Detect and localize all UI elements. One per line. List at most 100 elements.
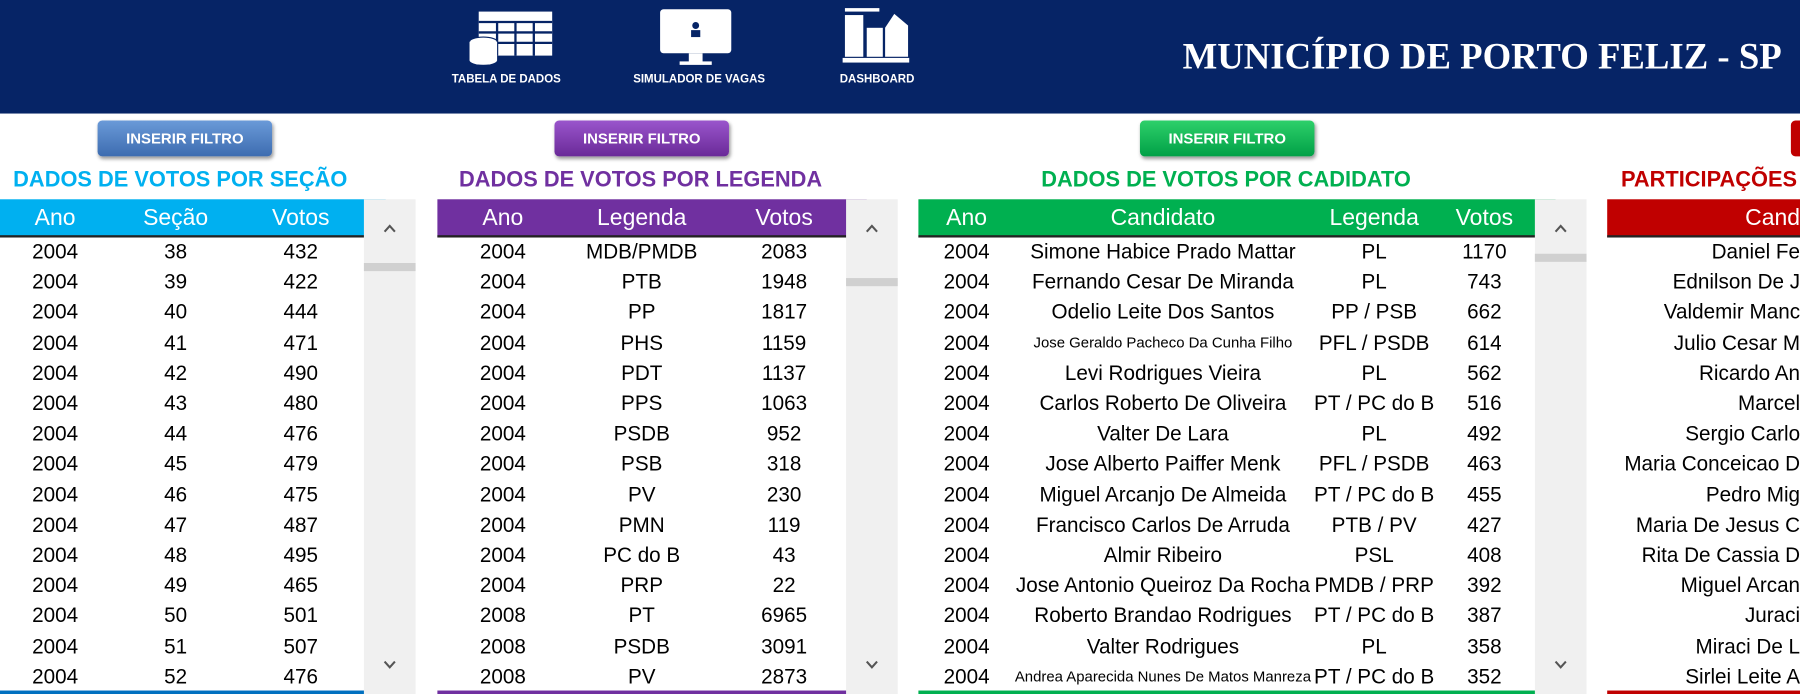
table-cell: 432 xyxy=(283,239,319,264)
table-cell: 392 xyxy=(1467,573,1502,597)
table-cell: 2004 xyxy=(32,452,79,476)
table-cell: PP / PSB xyxy=(1331,300,1418,324)
table-cell: 2004 xyxy=(943,361,990,385)
header-row xyxy=(918,199,1556,238)
table-cell: 2004 xyxy=(479,330,526,355)
table-cell: 2004 xyxy=(479,482,526,506)
table-cell: 2004 xyxy=(32,391,79,415)
page-title: MUNICÍPIO DE PORTO FELIZ - SP xyxy=(1182,34,1782,77)
table-cell: 1063 xyxy=(761,391,808,415)
table-cell: 2004 xyxy=(32,270,79,294)
table-cell: 516 xyxy=(1467,391,1502,415)
table-cell: Ednilson De J xyxy=(1672,270,1800,294)
scroll-arrows[interactable] xyxy=(846,199,898,694)
column-header: Legenda xyxy=(1329,205,1419,231)
table-cell: 42 xyxy=(164,361,188,385)
table-cell: Jose Antonio Queiroz Da Rocha xyxy=(1015,573,1310,597)
table-cell: 352 xyxy=(1467,664,1502,688)
table-cell: Daniel Fe xyxy=(1711,239,1800,264)
table-cell: Miguel Arcanjo De Almeida xyxy=(1039,482,1287,506)
nav-label[interactable]: TABELA DE DADOS xyxy=(451,72,561,86)
table-cell: 2004 xyxy=(943,239,990,264)
table-cell: 2004 xyxy=(943,452,990,476)
table-cell: 2004 xyxy=(32,513,79,537)
table-cell: Valdemir Manc xyxy=(1663,300,1800,324)
filter-button[interactable]: INSERIR FILTRO xyxy=(554,120,729,157)
table-cell: PT xyxy=(628,604,655,628)
panel-title: PARTICIPAÇÕES xyxy=(1620,167,1798,193)
column-header: Seção xyxy=(143,205,209,231)
filter-button[interactable]: INSERIR FILTRO xyxy=(97,120,273,157)
table-cell: 2004 xyxy=(943,573,990,597)
table-cell: 2083 xyxy=(761,239,808,264)
table-cell: 43 xyxy=(164,391,188,415)
table-cell: PV xyxy=(627,664,656,688)
table-cell: 2008 xyxy=(479,664,526,688)
table-cell: 22 xyxy=(772,573,796,597)
table-cell: 463 xyxy=(1467,452,1502,476)
table-cell: 41 xyxy=(164,330,188,355)
table-cell: 2004 xyxy=(479,239,526,264)
nav-label[interactable]: SIMULADOR DE VAGAS xyxy=(633,72,766,86)
table-cell: 47 xyxy=(164,513,188,537)
table-cell: 479 xyxy=(283,452,319,476)
table-cell: 2004 xyxy=(943,543,990,567)
table-cell: PHS xyxy=(620,330,663,355)
scroll-arrows[interactable] xyxy=(1535,199,1587,694)
table-cell: 495 xyxy=(283,543,319,567)
table-cell: PP xyxy=(627,300,656,324)
table-cell: 2004 xyxy=(32,421,79,446)
table-cell: 2004 xyxy=(479,452,526,476)
column-header: Candidato xyxy=(1110,205,1216,231)
table-cell: PRP xyxy=(620,573,663,597)
nav-label[interactable]: DASHBOARD xyxy=(839,72,915,86)
table-cell: 230 xyxy=(766,482,802,506)
filter-button[interactable]: INSERIR FILTRO xyxy=(1139,120,1315,157)
table-cell: Pedro Mig xyxy=(1705,482,1800,506)
header-row xyxy=(437,199,867,238)
column-header: Ano xyxy=(482,205,524,231)
table-cell: Julio Cesar M xyxy=(1673,330,1800,355)
scroll-arrows[interactable] xyxy=(364,199,416,694)
table-cell: Carlos Roberto De Oliveira xyxy=(1039,391,1287,415)
panel-title: DADOS DE VOTOS POR SEÇÃO xyxy=(13,167,348,193)
table-cell: Fernando Cesar De Miranda xyxy=(1031,270,1294,294)
table-cell: PL xyxy=(1361,270,1387,294)
table-cell: 444 xyxy=(283,300,319,324)
table-cell: Valter Rodrigues xyxy=(1086,634,1240,658)
table-cell: 48 xyxy=(164,543,188,567)
table-cell: 2004 xyxy=(32,361,79,385)
table-cell: 2004 xyxy=(32,573,79,597)
table-cell: Maria Conceicao D xyxy=(1624,452,1800,476)
table-cell: PSB xyxy=(621,452,663,476)
table-cell: 743 xyxy=(1467,270,1502,294)
column-header: Cand xyxy=(1745,205,1800,231)
table-cell: Jose Alberto Paiffer Menk xyxy=(1045,452,1281,476)
table-cell: 408 xyxy=(1467,543,1502,567)
table-cell: PFL / PSDB xyxy=(1318,452,1430,476)
table-cell: 2008 xyxy=(479,604,526,628)
table-cell: PL xyxy=(1361,239,1387,264)
table-cell: PTB / PV xyxy=(1331,513,1417,537)
table-cell: 2004 xyxy=(479,513,526,537)
column-header: Votos xyxy=(755,205,813,231)
table-cell: 1170 xyxy=(1462,239,1507,264)
table-bottom-line xyxy=(1607,690,1800,694)
column-header: Legenda xyxy=(597,205,687,231)
table-cell: PL xyxy=(1361,634,1387,658)
table-cell: Andrea Aparecida Nunes De Matos Manreza xyxy=(1014,667,1312,685)
table-cell: 2004 xyxy=(32,543,79,567)
button-edge[interactable] xyxy=(1790,120,1800,157)
table-cell: 2004 xyxy=(479,300,526,324)
table-cell: 2873 xyxy=(761,664,808,688)
table-cell: 387 xyxy=(1467,604,1502,628)
table-cell: 952 xyxy=(766,421,802,446)
table-cell: 471 xyxy=(283,330,319,355)
table-cell: 487 xyxy=(283,513,319,537)
table-cell: 2004 xyxy=(943,421,990,446)
table-cell: 614 xyxy=(1467,330,1502,355)
column-header: Votos xyxy=(272,205,330,231)
table-cell: PSDB xyxy=(613,634,670,658)
table-cell: 38 xyxy=(164,239,188,264)
table-cell: 2004 xyxy=(32,330,79,355)
